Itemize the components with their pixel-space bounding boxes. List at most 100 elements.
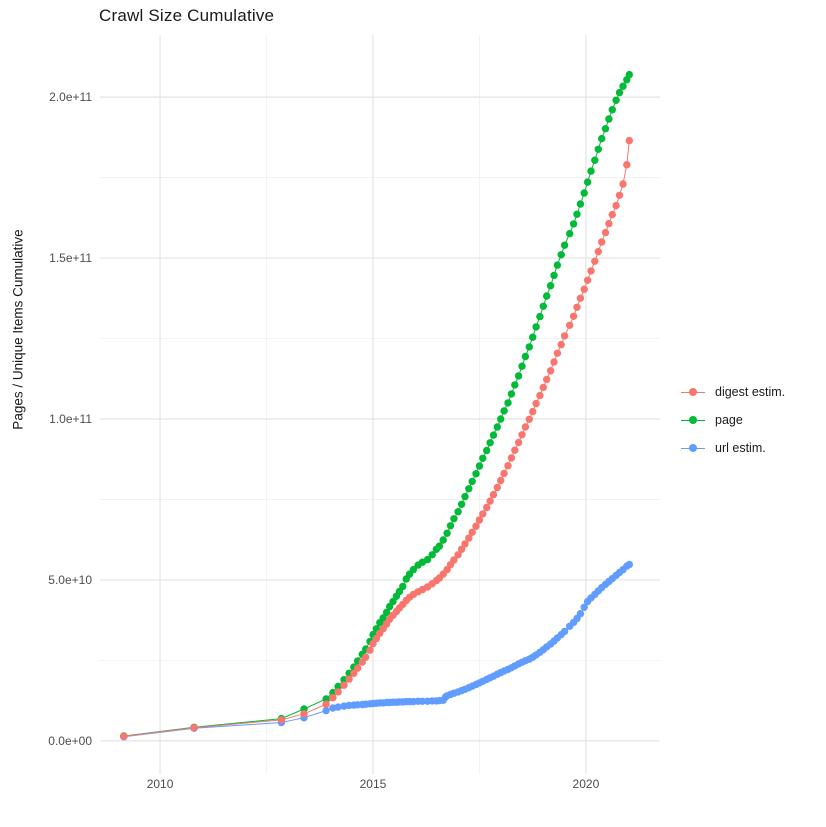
y-axis-tick-labels: 0.0e+00 5.0e+10 1.0e+11 1.5e+11 2.0e+11 bbox=[48, 90, 92, 748]
data-point-digest-estim bbox=[601, 228, 610, 237]
x-axis-tick-labels: 2010 2015 2020 bbox=[147, 777, 600, 791]
data-point-page bbox=[423, 555, 432, 564]
data-point-digest-estim bbox=[587, 267, 595, 275]
data-point-digest-estim bbox=[594, 247, 602, 256]
x-tick-label: 2020 bbox=[573, 777, 600, 791]
data-point-digest-estim bbox=[573, 303, 581, 311]
data-point-page bbox=[483, 446, 491, 455]
data-point-page bbox=[583, 178, 592, 186]
data-point-page bbox=[521, 352, 530, 361]
data-point-digest-estim bbox=[532, 399, 540, 408]
data-point-page bbox=[472, 470, 480, 478]
y-tick-label: 1.0e+11 bbox=[49, 412, 92, 426]
y-tick-label: 5.0e+10 bbox=[48, 573, 92, 587]
data-point-digest-estim bbox=[612, 201, 620, 210]
data-point-page bbox=[511, 381, 519, 389]
data-point-page bbox=[428, 551, 436, 559]
y-tick-label: 0.0e+00 bbox=[48, 734, 92, 748]
data-point-page bbox=[322, 695, 330, 703]
legend-label: page bbox=[715, 413, 743, 427]
data-point-digest-estim bbox=[457, 545, 466, 553]
data-point-digest-estim bbox=[546, 367, 555, 375]
data-point-page bbox=[465, 485, 473, 493]
data-point-page bbox=[457, 500, 466, 508]
data-point-page bbox=[608, 106, 616, 114]
data-point-page bbox=[529, 333, 537, 341]
data-point-page bbox=[532, 323, 540, 331]
data-point-page bbox=[504, 399, 512, 407]
data-point-digest-estim bbox=[465, 534, 473, 542]
data-point-digest-estim bbox=[366, 646, 374, 654]
data-point-page bbox=[486, 439, 494, 447]
chart-title: Crawl Size Cumulative bbox=[99, 6, 275, 25]
data-point-digest-estim bbox=[566, 321, 574, 329]
data-point-digest-estim bbox=[511, 446, 519, 454]
data-point-digest-estim bbox=[353, 664, 362, 672]
data-point-digest-estim bbox=[615, 191, 624, 199]
series-url-estim bbox=[120, 560, 633, 741]
legend-key-icon bbox=[681, 415, 705, 425]
data-point-digest-estim bbox=[322, 700, 330, 708]
series-line-digest-estim bbox=[123, 140, 630, 737]
data-point-url-estim bbox=[580, 603, 588, 611]
legend: digest estim. page url estim. bbox=[681, 378, 785, 462]
data-point-page bbox=[461, 492, 469, 501]
data-point-page bbox=[450, 515, 458, 523]
data-point-page bbox=[439, 536, 447, 544]
data-point-url-estim bbox=[625, 560, 633, 569]
data-point-digest-estim bbox=[521, 423, 530, 431]
data-point-digest-estim bbox=[525, 415, 533, 423]
data-point-digest-estim bbox=[605, 219, 613, 228]
data-point-page bbox=[591, 156, 599, 164]
data-point-digest-estim bbox=[536, 391, 544, 400]
data-point-page bbox=[625, 70, 633, 79]
data-point-digest-estim bbox=[472, 522, 480, 530]
data-point-digest-estim bbox=[450, 556, 458, 564]
data-point-digest-estim bbox=[479, 510, 487, 518]
gridlines-major bbox=[100, 35, 660, 774]
data-point-url-estim bbox=[560, 627, 569, 636]
data-point-page bbox=[489, 431, 498, 439]
data-point-page bbox=[493, 423, 501, 431]
data-point-digest-estim bbox=[334, 688, 342, 696]
data-point-page bbox=[569, 220, 578, 228]
data-point-page bbox=[518, 362, 526, 370]
legend-key-icon bbox=[681, 443, 705, 453]
data-point-page bbox=[334, 682, 342, 691]
data-point-digest-estim bbox=[543, 375, 551, 384]
data-point-digest-estim bbox=[539, 383, 547, 392]
data-point-page bbox=[550, 271, 558, 280]
data-point-page bbox=[399, 582, 407, 591]
x-tick-label: 2010 bbox=[147, 777, 174, 791]
data-point-digest-estim bbox=[497, 476, 505, 485]
data-point-page bbox=[435, 542, 444, 550]
data-point-digest-estim bbox=[623, 161, 631, 169]
data-point-digest-estim bbox=[583, 276, 592, 284]
data-point-page bbox=[514, 372, 523, 380]
data-point-digest-estim bbox=[461, 540, 469, 548]
data-point-digest-estim bbox=[329, 694, 337, 702]
data-point-digest-estim bbox=[454, 551, 462, 559]
data-point-page bbox=[543, 292, 551, 300]
data-point-page bbox=[539, 302, 547, 310]
series-line-url-estim bbox=[123, 564, 630, 738]
data-point-digest-estim bbox=[598, 238, 606, 246]
data-point-digest-estim bbox=[569, 312, 578, 320]
data-point-digest-estim bbox=[190, 724, 198, 732]
data-point-digest-estim bbox=[553, 349, 562, 357]
series-layer bbox=[120, 70, 633, 741]
data-point-digest-estim bbox=[345, 675, 353, 683]
data-point-page bbox=[546, 282, 555, 290]
series-digest-estim bbox=[120, 136, 633, 740]
data-point-digest-estim bbox=[580, 285, 588, 293]
data-point-digest-estim bbox=[529, 407, 537, 416]
data-point-digest-estim bbox=[350, 669, 358, 677]
data-point-page bbox=[598, 134, 606, 143]
data-point-page bbox=[507, 390, 516, 398]
data-point-page bbox=[454, 508, 462, 516]
data-point-digest-estim bbox=[362, 653, 370, 661]
data-point-page bbox=[612, 96, 620, 105]
data-point-digest-estim bbox=[120, 732, 128, 740]
data-point-page bbox=[382, 608, 391, 617]
